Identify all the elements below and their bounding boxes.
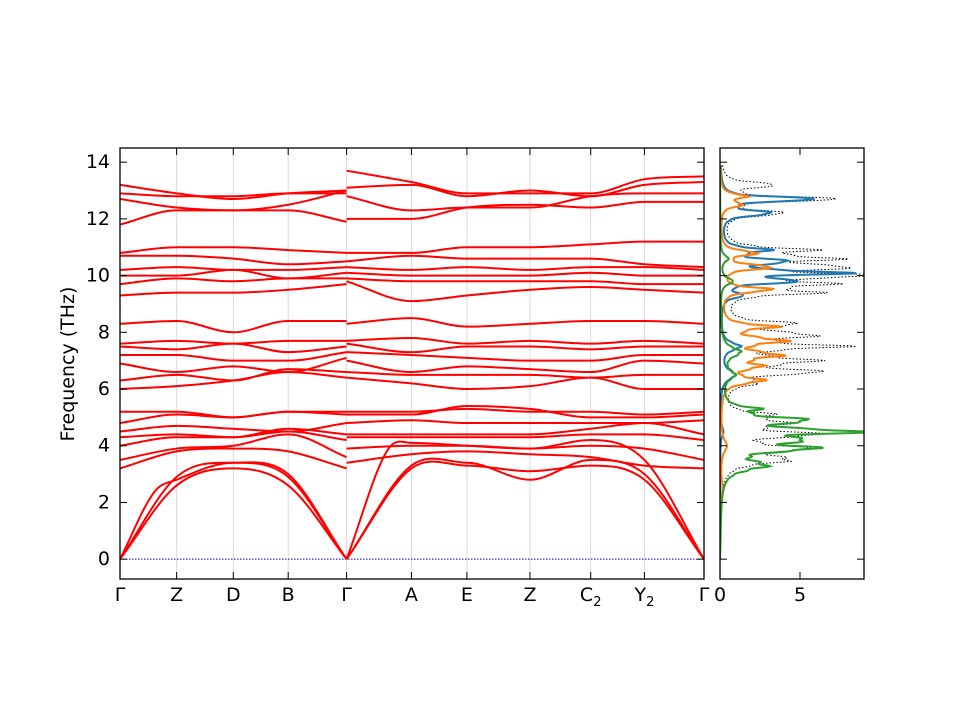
phonon-band xyxy=(120,198,347,223)
phonon-band xyxy=(346,181,704,198)
phonon-band xyxy=(346,192,704,212)
phonon-band xyxy=(346,407,704,416)
phonon-band xyxy=(346,342,704,354)
phonon-band xyxy=(120,246,347,254)
phonon-band xyxy=(346,376,704,391)
phonon-band xyxy=(346,200,704,220)
phonon-band xyxy=(346,169,704,195)
phonon-band xyxy=(120,192,347,198)
phonon-band xyxy=(120,351,347,362)
frequency-tick-label: 0 xyxy=(98,548,110,570)
phonon-band xyxy=(346,336,704,345)
phonon-band xyxy=(346,433,704,442)
kpoint-label: Γ xyxy=(699,584,710,606)
frequency-tick-label: 8 xyxy=(98,321,110,343)
phonon-band xyxy=(346,271,704,277)
phonon-band xyxy=(120,283,347,297)
band-panel-frame xyxy=(119,147,705,580)
phonon-band xyxy=(346,359,704,374)
phonon-band xyxy=(346,450,704,470)
phonon-band xyxy=(120,319,347,334)
frequency-tick-label: 14 xyxy=(86,151,110,173)
frequency-tick-label: 6 xyxy=(98,378,110,400)
phonon-band xyxy=(120,266,347,271)
phonon-band xyxy=(346,444,704,461)
dos-tick-label: 0 xyxy=(714,584,726,606)
kpoint-label: D xyxy=(226,584,241,606)
phonon-bands xyxy=(120,169,704,560)
kpoint-label-subscript: 2 xyxy=(593,595,601,610)
phonon-band xyxy=(346,351,704,362)
kpoint-label: A xyxy=(405,584,418,606)
phonon-band xyxy=(345,457,704,560)
phonon-band xyxy=(120,356,347,374)
phonon-band xyxy=(346,280,704,303)
y-axis-label: Frequency (THz) xyxy=(57,287,79,442)
frequency-tick-label: 12 xyxy=(86,208,110,230)
phonon-band xyxy=(120,339,347,345)
phonon-band xyxy=(346,419,704,425)
phonon-band xyxy=(346,277,704,286)
kpoint-label: Γ xyxy=(115,584,126,606)
kpoint-label-subscript: 2 xyxy=(646,595,654,610)
phonon-band xyxy=(346,266,704,271)
phonon-band xyxy=(120,410,347,419)
dos-tick-label: 5 xyxy=(794,584,806,606)
phonon-band xyxy=(120,467,348,560)
kpoint-label: B xyxy=(282,584,295,606)
phonon-band xyxy=(120,422,347,433)
dos-total-curve xyxy=(720,164,864,560)
frequency-tick-label: 4 xyxy=(98,435,110,457)
frequency-tick-label: 10 xyxy=(86,265,110,287)
kpoint-label: E xyxy=(461,584,473,606)
phonon-band xyxy=(345,460,704,560)
phonon-band xyxy=(120,447,347,470)
kpoint-label: Z xyxy=(523,584,536,606)
phonon-band xyxy=(346,405,704,419)
kpoint-label: Γ xyxy=(341,584,352,606)
phonon-band xyxy=(346,240,704,254)
dos-panel-frame xyxy=(719,147,865,580)
phonon-band xyxy=(346,317,704,328)
phonon-band xyxy=(120,183,347,201)
phonon-band xyxy=(120,254,347,266)
frequency-axis-ticks: 0 2 4 6 8 10 12 14 xyxy=(86,151,704,570)
phonon-band xyxy=(120,461,348,560)
frequency-tick-label: 2 xyxy=(98,491,110,513)
phonon-band xyxy=(346,254,704,269)
phonon-band xyxy=(346,371,704,379)
kpoint-label: Z xyxy=(170,584,183,606)
phonon-band xyxy=(120,433,347,461)
